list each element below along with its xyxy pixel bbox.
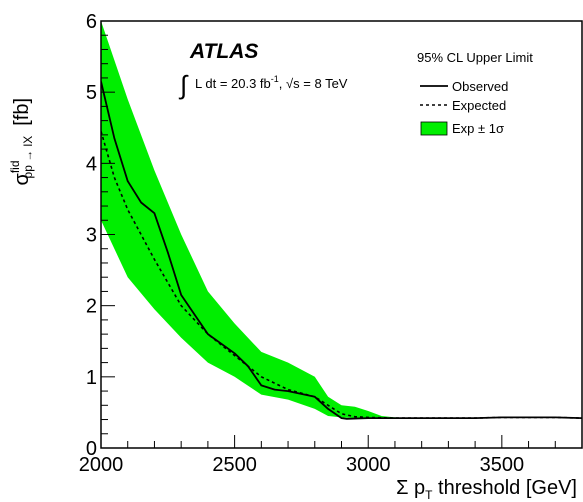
x-axis-sigma: Σ p <box>396 477 425 499</box>
y-tick-label: 4 <box>86 153 97 175</box>
x-tick-label: 2000 <box>79 454 124 476</box>
y-axis-sigma: σ <box>11 173 33 186</box>
axis-ticks: 2000 2500 3000 3500 0 1 2 3 4 5 6 <box>79 11 556 476</box>
plot-area <box>101 21 582 420</box>
legend-band-swatch <box>420 121 448 136</box>
y-tick-label: 3 <box>86 225 97 247</box>
y-tick-label: 2 <box>86 296 97 318</box>
lumi-label: L dt = 20.3 fb-1, √s = 8 TeV <box>195 74 348 91</box>
x-axis-rest: threshold [GeV] <box>432 477 577 499</box>
energy-text: , √s = 8 TeV <box>279 76 348 91</box>
x-axis-title: Σ pT threshold [GeV] <box>396 477 577 502</box>
y-tick-label: 6 <box>86 11 97 33</box>
y-axis-title: σfidpp → lX [fb] <box>8 98 35 186</box>
atlas-label: ATLAS <box>189 40 258 63</box>
x-tick-label: 2500 <box>212 454 257 476</box>
y-tick-label: 5 <box>86 82 97 104</box>
x-axis-sub: T <box>425 488 433 502</box>
legend-expected-label: Expected <box>452 98 506 113</box>
y-tick-label: 0 <box>86 438 97 460</box>
legend: 95% CL Upper Limit Observed Expected Exp… <box>417 50 533 136</box>
y-axis-sub: pp → lX <box>21 136 35 179</box>
lumi-sup: -1 <box>271 74 279 84</box>
y-tick-label: 1 <box>86 367 97 389</box>
x-tick-label: 3000 <box>346 454 391 476</box>
x-tick-label: 3500 <box>480 454 525 476</box>
legend-band-label: Exp ± 1σ <box>452 121 504 136</box>
integral-sign: ∫ <box>178 70 189 100</box>
lumi-text: L dt = 20.3 fb <box>195 76 271 91</box>
series-line-expected <box>101 131 582 419</box>
legend-header: 95% CL Upper Limit <box>417 50 533 65</box>
band-exp-1sigma <box>101 21 582 419</box>
y-axis-unit: [fb] <box>11 98 33 126</box>
y-axis-sup: fid <box>8 160 22 173</box>
legend-observed-label: Observed <box>452 79 508 94</box>
